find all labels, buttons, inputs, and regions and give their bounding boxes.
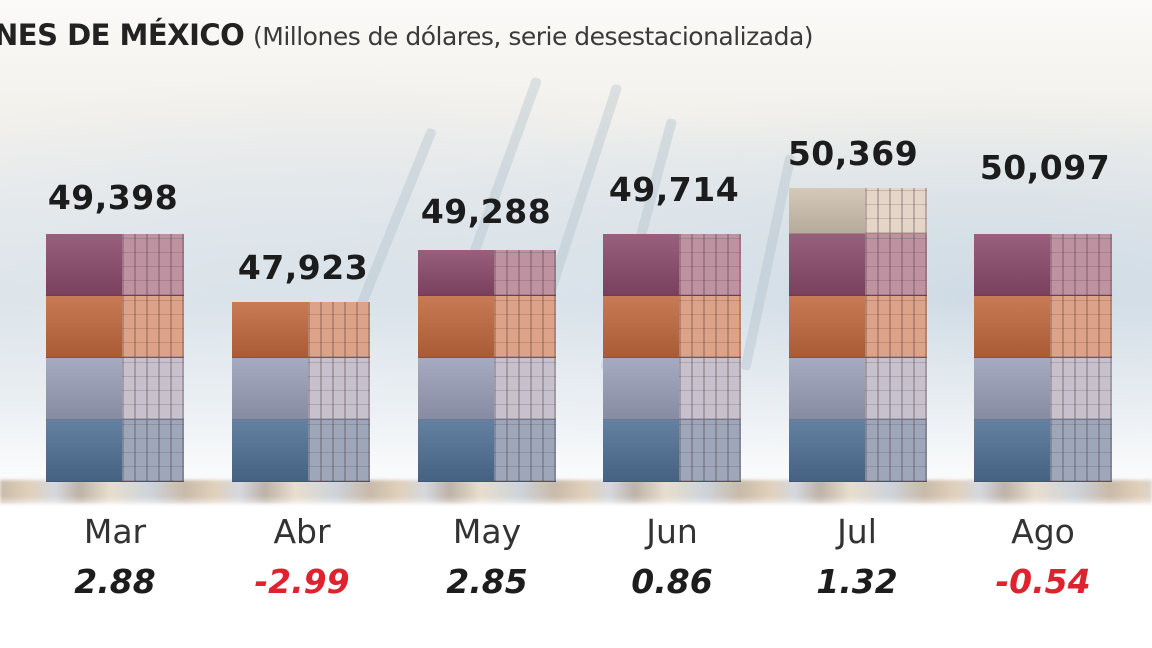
pct-change-may: 2.85 [446,562,528,601]
ground-fade [0,496,1152,512]
bar-jun [603,230,741,482]
pct-change-abr: -2.99 [254,562,350,601]
value-label-jul: 50,369 [787,134,919,173]
x-axis-label-mar: Mar [83,512,147,551]
shipping-container [603,420,741,482]
shipping-container [789,296,927,358]
chart-title: NES DE MÉXICO (Millones de dólares, seri… [0,18,814,52]
pct-change-jun: 0.86 [631,562,713,601]
pct-change-ago: -0.54 [995,562,1091,601]
bar-ago [974,208,1112,482]
shipping-container [418,358,556,420]
shipping-container [974,296,1112,358]
x-axis-label-jun: Jun [646,512,698,551]
shipping-container [46,358,184,420]
shipping-container [789,188,927,234]
value-label-mar: 49,398 [47,178,179,217]
x-axis-label-abr: Abr [273,512,331,551]
bar-may [418,250,556,482]
chart-title-bold: NES DE MÉXICO [0,18,245,52]
shipping-container [232,302,370,358]
value-label-may: 49,288 [420,192,552,231]
value-label-ago: 50,097 [979,148,1111,187]
shipping-container [789,234,927,296]
x-axis-label-may: May [452,512,522,551]
chart-subtitle: (Millones de dólares, serie desestaciona… [253,22,814,51]
shipping-container [789,420,927,482]
value-label-abr: 47,923 [237,248,369,287]
x-axis-label-jul: Jul [837,512,877,551]
shipping-container [418,420,556,482]
bar-mar [46,232,184,482]
shipping-container [418,296,556,358]
shipping-container [974,358,1112,420]
x-axis-label-ago: Ago [1011,512,1075,551]
pct-change-jul: 1.32 [816,562,898,601]
bar-abr [232,302,370,482]
shipping-container [232,358,370,420]
shipping-container [603,358,741,420]
shipping-container [789,358,927,420]
shipping-container [46,420,184,482]
shipping-container [418,250,556,296]
value-label-jun: 49,714 [608,170,740,209]
shipping-container [974,420,1112,482]
pct-change-mar: 2.88 [74,562,156,601]
shipping-container [232,420,370,482]
shipping-container [974,234,1112,296]
shipping-container [46,234,184,296]
shipping-container [46,296,184,358]
port-background-photo [0,0,1152,500]
shipping-container [603,296,741,358]
bar-jul [789,188,927,482]
shipping-container [603,234,741,296]
